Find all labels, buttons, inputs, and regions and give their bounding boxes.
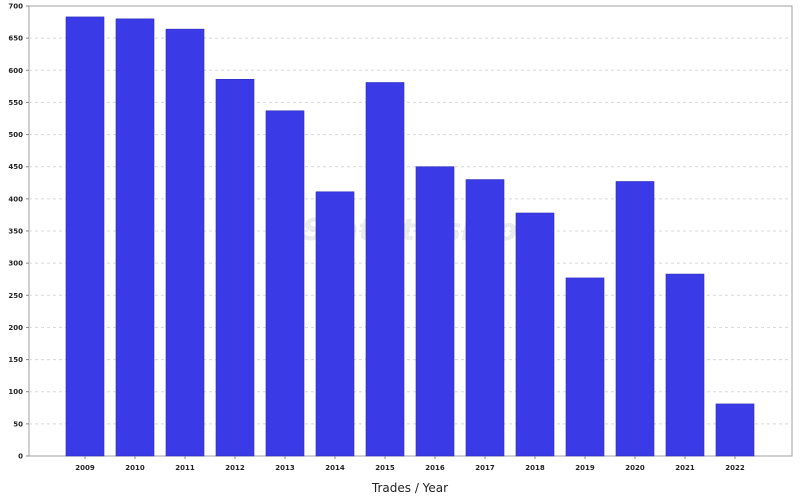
bar-2019	[565, 277, 605, 457]
bar-2009	[65, 16, 105, 457]
bar-2012	[215, 78, 255, 457]
y-tick-label: 100	[8, 388, 23, 396]
bar-2021	[665, 273, 705, 457]
x-tick-label: 2015	[375, 464, 395, 472]
y-tick-label: 50	[13, 420, 23, 428]
x-tick-label: 2010	[125, 464, 145, 472]
x-tick-label: 2017	[475, 464, 495, 472]
y-tick-label: 200	[8, 324, 23, 332]
y-tick-label: 450	[8, 163, 23, 171]
bar-2011	[165, 28, 205, 457]
y-tick-label: 700	[8, 3, 23, 11]
y-tick-label: 500	[8, 131, 23, 139]
bar-2016	[415, 166, 455, 457]
x-axis-ticks: 2009 2010 2011 2012 2013 2014 2015 2016 2017 2018…	[75, 456, 745, 472]
x-tick-label: 2016	[425, 464, 445, 472]
y-tick-label: 150	[8, 356, 23, 364]
bar-2017	[465, 179, 505, 457]
x-tick-label: 2012	[225, 464, 245, 472]
y-tick-label: 600	[8, 67, 23, 75]
bars	[65, 16, 755, 457]
bar-2020	[615, 181, 655, 457]
bar-2010	[115, 18, 155, 457]
x-tick-label: 2014	[325, 464, 345, 472]
x-tick-label: 2013	[275, 464, 295, 472]
x-tick-label: 2019	[575, 464, 595, 472]
x-tick-label: 2009	[75, 464, 95, 472]
y-tick-label: 0	[18, 453, 23, 461]
y-tick-label: 400	[8, 195, 23, 203]
bar-2014	[315, 191, 355, 457]
x-axis-title: Trades / Year	[371, 481, 448, 495]
y-tick-label: 650	[8, 35, 23, 43]
x-tick-label: 2022	[725, 464, 745, 472]
bar-2015	[365, 82, 405, 457]
bar-2018	[515, 212, 555, 457]
y-tick-label: 250	[8, 292, 23, 300]
gridlines	[29, 37, 792, 425]
x-tick-label: 2011	[175, 464, 195, 472]
y-tick-label: 550	[8, 99, 23, 107]
y-tick-label: 300	[8, 260, 23, 268]
bar-2013	[265, 110, 305, 457]
y-tick-label: 350	[8, 228, 23, 236]
bar-2022	[715, 403, 755, 457]
x-tick-label: 2018	[525, 464, 545, 472]
x-tick-label: 2021	[675, 464, 695, 472]
y-axis-ticks: 0 50 100 150 200 250 300 350 400 450 500 550 600 650 7…	[8, 3, 29, 461]
x-tick-label: 2020	[625, 464, 645, 472]
